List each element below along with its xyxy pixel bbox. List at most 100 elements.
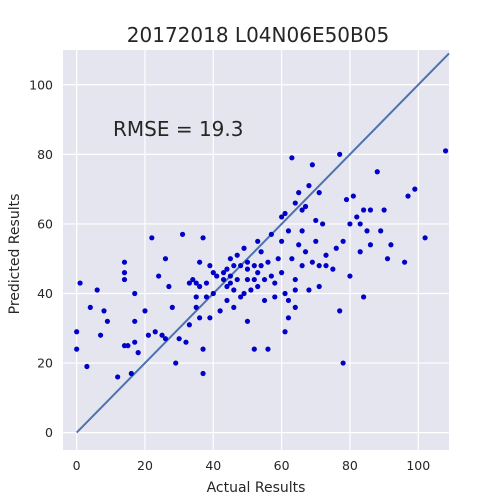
- data-point: [306, 183, 312, 189]
- data-point: [282, 210, 288, 217]
- data-point: [302, 203, 309, 210]
- data-point: [282, 329, 288, 335]
- data-point: [272, 294, 278, 300]
- data-point: [87, 304, 93, 310]
- data-point: [292, 200, 298, 206]
- data-point: [279, 214, 285, 220]
- data-point: [337, 308, 343, 314]
- data-point: [94, 287, 100, 293]
- data-point: [422, 235, 428, 241]
- data-point: [200, 235, 206, 241]
- data-point: [401, 259, 408, 265]
- data-point: [364, 228, 370, 234]
- data-point: [282, 290, 288, 297]
- x-tick-label: 0: [73, 458, 81, 473]
- data-point: [296, 242, 302, 248]
- data-point: [268, 231, 274, 237]
- data-point: [285, 297, 292, 304]
- data-point: [289, 256, 295, 262]
- data-point: [200, 346, 206, 352]
- data-point: [309, 162, 315, 168]
- data-point: [258, 263, 264, 269]
- data-point: [388, 242, 394, 248]
- data-point: [193, 304, 199, 310]
- data-point: [210, 270, 216, 276]
- x-tick-label: 60: [274, 458, 290, 473]
- data-point: [357, 221, 363, 227]
- data-point: [183, 339, 189, 345]
- data-point: [121, 270, 128, 276]
- data-point: [343, 196, 350, 203]
- data-point: [279, 238, 285, 244]
- data-point: [292, 287, 298, 293]
- data-point: [299, 263, 305, 269]
- data-point: [132, 318, 138, 324]
- data-points: [74, 148, 449, 380]
- data-point: [258, 249, 264, 255]
- data-point: [115, 374, 121, 380]
- data-point: [125, 343, 131, 349]
- data-point: [224, 266, 230, 272]
- data-point: [251, 276, 257, 283]
- data-point: [261, 276, 268, 283]
- data-point: [347, 221, 353, 227]
- data-point: [374, 169, 380, 175]
- data-point: [244, 276, 251, 283]
- data-point: [227, 256, 233, 262]
- data-point: [244, 318, 251, 324]
- data-point: [299, 228, 305, 234]
- data-point: [268, 273, 274, 279]
- data-point: [186, 322, 192, 328]
- grid-lines: [63, 50, 449, 450]
- data-point: [350, 193, 356, 199]
- data-point: [193, 294, 199, 300]
- data-point: [224, 283, 230, 290]
- data-point: [84, 363, 90, 370]
- x-tick-label: 40: [205, 458, 221, 473]
- data-point: [255, 270, 261, 276]
- data-point: [231, 287, 237, 293]
- x-tick-label: 80: [342, 458, 358, 473]
- data-point: [261, 297, 268, 304]
- data-point: [340, 360, 346, 366]
- data-point: [97, 332, 104, 338]
- data-point: [302, 249, 309, 255]
- data-point: [203, 280, 210, 286]
- data-point: [337, 151, 343, 157]
- data-point: [333, 245, 339, 251]
- data-point: [340, 238, 346, 244]
- data-point: [101, 308, 107, 314]
- data-point: [316, 263, 322, 269]
- data-point: [357, 249, 363, 255]
- data-point: [347, 273, 353, 279]
- data-point: [323, 263, 329, 269]
- data-point: [156, 273, 162, 279]
- data-point: [145, 332, 151, 338]
- data-point: [234, 276, 240, 283]
- data-point: [251, 263, 257, 269]
- data-point: [292, 304, 298, 310]
- data-point: [104, 318, 111, 324]
- data-point: [316, 190, 322, 196]
- data-point: [265, 346, 271, 352]
- data-point: [74, 346, 80, 352]
- data-point: [306, 287, 312, 293]
- data-point: [320, 221, 326, 227]
- data-point: [224, 297, 230, 304]
- data-point: [299, 207, 305, 213]
- data-point: [173, 360, 179, 366]
- data-point: [220, 276, 227, 283]
- data-point: [309, 259, 315, 265]
- x-tick-label: 100: [406, 458, 430, 473]
- y-tick-label: 40: [37, 286, 53, 301]
- data-point: [405, 193, 411, 199]
- y-tick-label: 80: [37, 147, 53, 162]
- data-point: [203, 294, 210, 300]
- data-point: [193, 280, 199, 286]
- data-point: [197, 259, 203, 265]
- data-point: [234, 252, 240, 258]
- x-tick-label: 20: [137, 458, 153, 473]
- data-point: [231, 304, 237, 310]
- data-point: [210, 290, 216, 297]
- data-point: [255, 283, 261, 290]
